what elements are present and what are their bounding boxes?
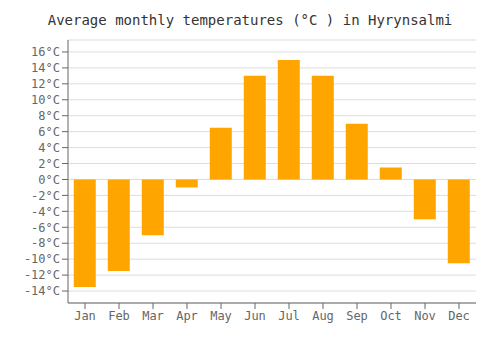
svg-text:-2°C: -2°C: [31, 189, 60, 203]
svg-text:-8°C: -8°C: [31, 236, 60, 250]
svg-text:Feb: Feb: [108, 309, 130, 323]
svg-text:Oct: Oct: [380, 309, 402, 323]
svg-text:Jan: Jan: [74, 309, 96, 323]
svg-text:10°C: 10°C: [31, 93, 60, 107]
svg-text:Apr: Apr: [176, 309, 198, 323]
svg-text:Jun: Jun: [244, 309, 266, 323]
svg-text:Jul: Jul: [278, 309, 300, 323]
svg-text:Dec: Dec: [448, 309, 470, 323]
svg-text:-4°C: -4°C: [31, 205, 60, 219]
html-text:Average monthly temperatures (: Average monthly temperatures (°C ) in Hy…: [47, 12, 453, 28]
svg-text:Aug: Aug: [312, 309, 334, 323]
svg-text:-6°C: -6°C: [31, 221, 60, 235]
svg-text:12°C: 12°C: [31, 77, 60, 91]
svg-text:Nov: Nov: [414, 309, 436, 323]
svg-text:Sep: Sep: [346, 309, 368, 323]
svg-text:6°C: 6°C: [38, 125, 60, 139]
svg-text:-12°C: -12°C: [24, 268, 60, 282]
svg-text:-10°C: -10°C: [24, 252, 60, 266]
svg-text:2°C: 2°C: [38, 157, 60, 171]
svg-text:8°C: 8°C: [38, 109, 60, 123]
svg-text:Mar: Mar: [142, 309, 164, 323]
svg-text:0°C: 0°C: [38, 173, 60, 187]
svg-text:4°C: 4°C: [38, 141, 60, 155]
svg-text:May: May: [210, 309, 232, 323]
svg-text:14°C: 14°C: [31, 61, 60, 75]
svg-text:-14°C: -14°C: [24, 284, 60, 298]
svg-text:16°C: 16°C: [31, 45, 60, 59]
